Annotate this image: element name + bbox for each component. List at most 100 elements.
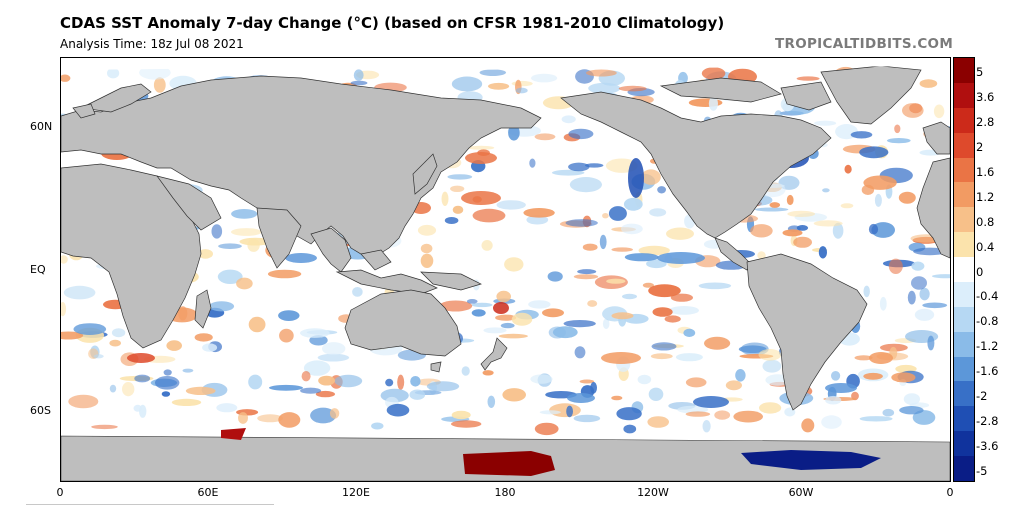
anomaly-patch — [61, 331, 84, 340]
anomaly-patch — [279, 328, 294, 343]
chart-title: CDAS SST Anomaly 7-day Change (°C) (base… — [60, 14, 725, 32]
anomaly-patch — [111, 328, 126, 338]
anomaly-patch — [902, 103, 924, 118]
anomaly-patch — [649, 208, 667, 217]
anomaly-patch — [461, 366, 470, 376]
anomaly-patch — [933, 104, 945, 119]
colorbar-tick-label: 2.8 — [976, 115, 995, 130]
colorbar-segment — [954, 182, 974, 208]
colorbar-segment — [954, 431, 974, 456]
anomaly-patch — [182, 368, 194, 373]
anomaly-patch — [882, 408, 895, 417]
anomaly-patch — [73, 323, 107, 335]
anomaly-patch — [334, 374, 363, 388]
anomaly-patch — [907, 290, 916, 305]
anomaly-patch — [248, 374, 263, 390]
anomaly-patch — [579, 379, 595, 384]
anomaly-patch — [350, 80, 368, 86]
anomaly-patch — [927, 335, 935, 351]
anomaly-patch — [257, 414, 283, 423]
anomaly-patch — [750, 224, 773, 238]
anomaly-patch — [648, 387, 664, 401]
colorbar-tick-label: 2 — [976, 140, 984, 155]
anomaly-patch — [782, 229, 803, 237]
anomaly-patch — [704, 336, 731, 350]
anomaly-patch — [523, 208, 555, 218]
anomaly-patch — [487, 395, 496, 408]
lon-label-60e: 60E — [197, 486, 219, 499]
anomaly-patch — [831, 371, 841, 381]
anomaly-patch — [318, 375, 335, 386]
anomaly-patch — [91, 424, 118, 430]
anomaly-patch — [352, 287, 363, 297]
anomaly-patch — [231, 209, 258, 219]
colorbar-tick-label: -3.6 — [976, 438, 999, 453]
colorbar-tick-label: 1.6 — [976, 164, 995, 179]
anomaly-patch — [818, 246, 828, 259]
colorbar-tick-label: -0.4 — [976, 289, 999, 304]
anomaly-patch — [563, 320, 596, 328]
anomaly-patch — [267, 269, 302, 279]
anomaly-patch — [801, 418, 815, 433]
lat-label-eq: EQ — [30, 263, 46, 276]
colorbar-segment — [954, 356, 974, 382]
anomaly-patch — [504, 257, 524, 272]
anomaly-patch — [912, 410, 936, 425]
anomaly-patch — [278, 412, 301, 428]
colorbar — [953, 57, 975, 482]
anomaly-patch — [683, 328, 696, 337]
anomaly-patch — [552, 169, 585, 176]
anomaly-patch — [825, 395, 842, 405]
anomaly-patch — [911, 276, 927, 290]
anomaly-patch — [922, 302, 948, 309]
anomaly-patch — [534, 422, 559, 436]
anomaly-patch-strong — [567, 393, 595, 403]
anomaly-patch — [496, 200, 526, 210]
anomaly-patch — [641, 169, 661, 185]
anomaly-patch — [859, 416, 893, 422]
lon-label-180: 180 — [494, 486, 516, 499]
anomaly-patch — [574, 346, 586, 359]
anomaly-patch — [587, 300, 598, 307]
anomaly-patch — [511, 80, 533, 87]
anomaly-patch — [590, 382, 597, 394]
anomaly-patch — [178, 306, 188, 321]
anomaly-patch — [209, 301, 235, 312]
anomaly-patch — [155, 376, 180, 390]
anomaly-patch — [725, 380, 743, 391]
anomaly-patch-strong — [693, 396, 729, 408]
anomaly-patch — [611, 312, 634, 320]
anomaly-patch — [420, 253, 434, 268]
anomaly-patch — [863, 285, 870, 298]
anomaly-patch — [496, 290, 512, 303]
anomaly-patch — [735, 369, 746, 382]
antarctica — [61, 428, 950, 481]
anomaly-patch — [569, 177, 602, 193]
anomaly-patch — [218, 243, 242, 249]
anomaly-patch — [561, 115, 576, 124]
anomaly-patch — [386, 403, 410, 417]
anomaly-patch — [515, 87, 528, 94]
anomaly-patch — [450, 185, 465, 192]
anomaly-patch — [666, 227, 694, 240]
anomaly-patch — [420, 243, 433, 254]
eurasia — [61, 75, 542, 259]
anomaly-patch — [863, 372, 883, 380]
anomaly-patch — [371, 422, 384, 430]
anomaly-patch — [322, 342, 346, 356]
anomaly-patch — [894, 124, 901, 134]
anomaly-patch — [769, 202, 781, 208]
anomaly-patch — [568, 128, 594, 140]
anomaly-patch — [171, 398, 202, 406]
north-america — [560, 91, 832, 239]
anomaly-patch — [495, 314, 517, 321]
anomaly-patch — [652, 307, 673, 317]
anomaly-patch — [481, 240, 493, 251]
anomaly-patch — [482, 370, 494, 376]
anomaly-patch — [483, 327, 507, 334]
anomaly-patch — [813, 220, 843, 227]
anomaly-patch — [109, 384, 117, 393]
anomaly-patch-strong — [493, 302, 509, 314]
anomaly-patch — [832, 222, 844, 239]
anomaly-patch — [899, 406, 924, 415]
